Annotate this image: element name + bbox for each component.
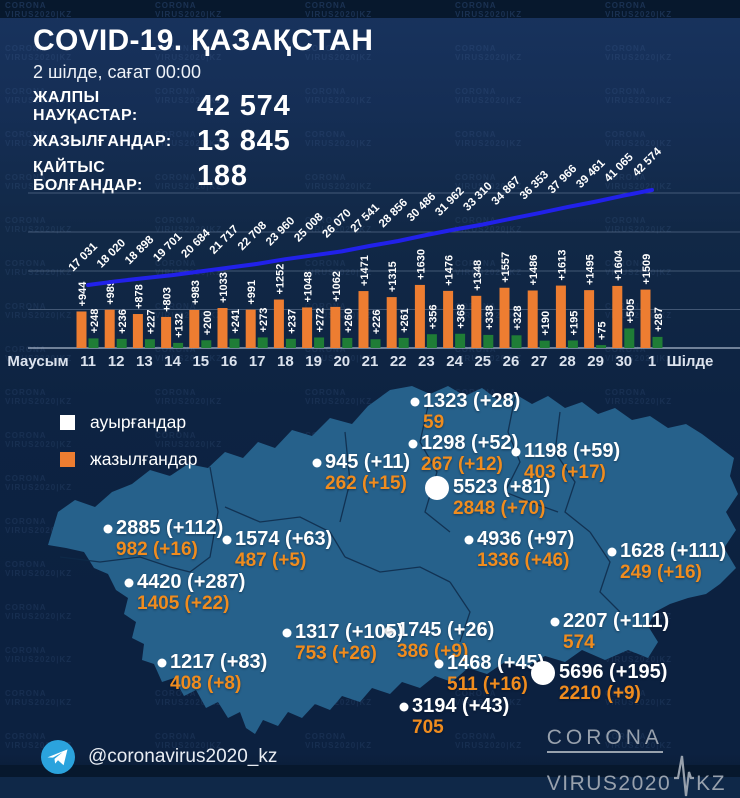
stat-row: ЖАЗЫЛҒАНДАР: 13 845 (33, 124, 291, 159)
telegram-handle[interactable]: @coronavirus2020_kz (88, 746, 278, 767)
region-borders (59, 396, 621, 643)
legend-label: жазылғандар (90, 449, 198, 469)
telegram-button[interactable] (41, 740, 75, 774)
stat-value: 42 574 (197, 90, 291, 122)
legend-label: ауырғандар (90, 412, 187, 432)
heartbeat-icon (674, 755, 695, 797)
logo-kz-text: KZ (696, 772, 726, 795)
stat-label: ЖАЛПЫ НАУҚАСТАР: (33, 88, 138, 124)
report-datetime: 2 шілде, сағат 00:00 (33, 62, 201, 82)
site-logo: CORONA VIRUS2020 KZ (546, 726, 726, 797)
stat-label: ҚАЙТЫС БОЛҒАНДАР: (33, 158, 143, 194)
kazakhstan-silhouette (48, 386, 738, 734)
summary-stats: ЖАЛПЫ НАУҚАСТАР: 42 574 ЖАЗЫЛҒАНДАР: 13 845… (33, 89, 291, 194)
legend-swatch (60, 415, 75, 430)
logo-virus-text: VIRUS2020 (546, 772, 672, 795)
stat-value: 13 845 (197, 125, 291, 157)
top-strip (0, 0, 740, 18)
page-title: COVID-19. ҚАЗАҚСТАН (33, 24, 374, 57)
legend-swatch (60, 452, 75, 467)
map-legend: ауырғандар жазылғандар (60, 408, 198, 482)
stat-value: 188 (197, 160, 248, 192)
stat-label: ЖАЗЫЛҒАНДАР: (33, 132, 172, 150)
legend-item: ауырғандар (60, 408, 198, 437)
kazakhstan-map (48, 386, 738, 734)
telegram-icon (47, 749, 68, 766)
stat-row: ЖАЛПЫ НАУҚАСТАР: 42 574 (33, 89, 291, 124)
legend-item: жазылғандар (60, 445, 198, 474)
bottom-strip (0, 765, 740, 777)
stat-row: ҚАЙТЫС БОЛҒАНДАР: 188 (33, 159, 291, 194)
logo-corona-text: CORONA (546, 726, 663, 753)
